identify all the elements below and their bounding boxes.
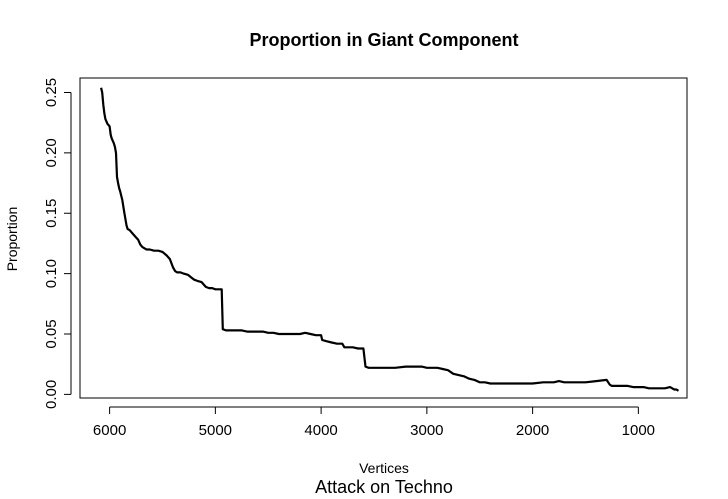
y-axis: 0.00 0.05 0.10 0.15 0.20 0.25	[43, 78, 72, 409]
chart-caption: Attack on Techno	[315, 477, 453, 497]
y-tick-label: 0.10	[43, 259, 60, 288]
x-tick-label: 4000	[304, 422, 337, 439]
x-tick-label: 5000	[199, 422, 232, 439]
y-axis-title: Proportion	[4, 207, 20, 272]
plot-area-frame	[79, 77, 688, 399]
y-tick-label: 0.20	[43, 138, 60, 167]
x-tick-label: 2000	[516, 422, 549, 439]
series-line	[100, 87, 680, 392]
x-tick-label: 6000	[93, 422, 126, 439]
x-axis-title: Vertices	[359, 460, 409, 476]
chart-title: Proportion in Giant Component	[250, 30, 519, 50]
x-axis: 6000 5000 4000 3000 2000 1000	[93, 406, 655, 439]
y-tick-label: 0.00	[43, 380, 60, 409]
x-tick-label: 1000	[622, 422, 655, 439]
y-tick-label: 0.25	[43, 78, 60, 107]
x-tick-label: 3000	[410, 422, 443, 439]
y-tick-label: 0.15	[43, 199, 60, 228]
y-tick-label: 0.05	[43, 319, 60, 348]
